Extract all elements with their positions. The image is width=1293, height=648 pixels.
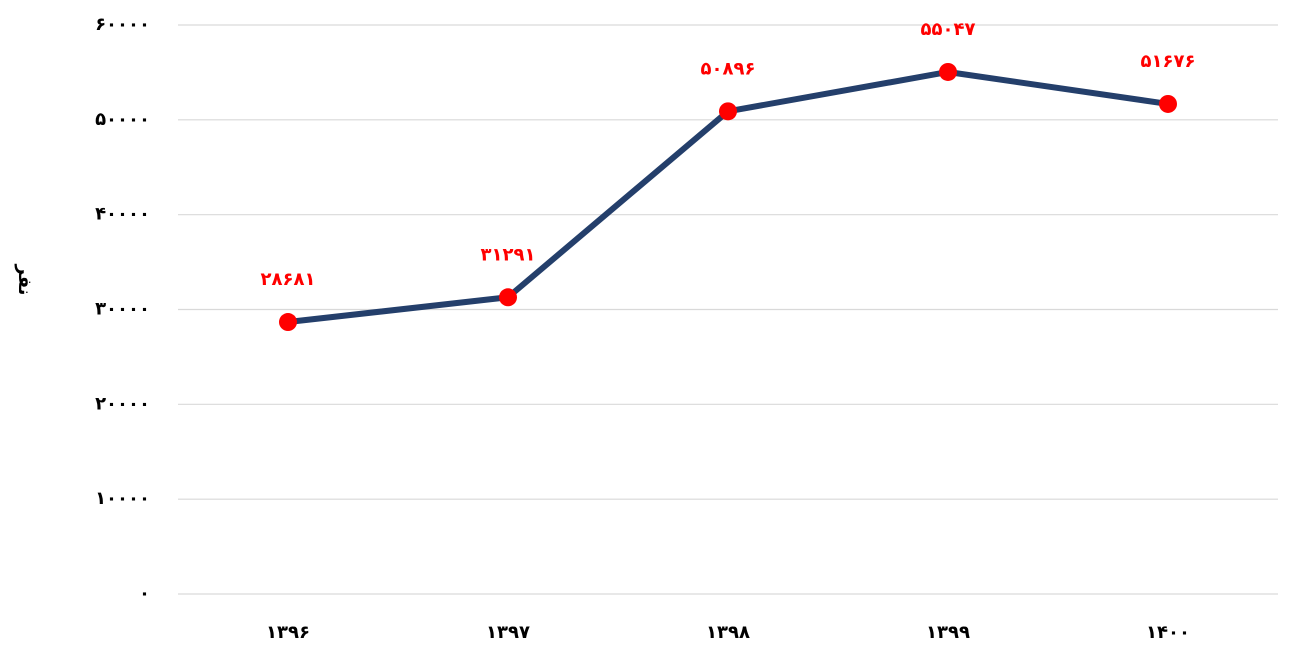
marker bbox=[719, 102, 737, 121]
data-label: ۲۸۶۸۱ bbox=[261, 269, 316, 290]
data-label: ۵۰۸۹۶ bbox=[701, 58, 756, 79]
y-axis-label: نفر bbox=[14, 264, 35, 296]
x-tick-label: ۱۳۹۸ bbox=[706, 622, 750, 643]
y-tick-label: ۲۰۰۰۰ bbox=[95, 393, 150, 414]
data-label: ۳۱۲۹۱ bbox=[481, 244, 536, 265]
marker bbox=[1159, 94, 1177, 113]
y-tick-label: ۱۰۰۰۰ bbox=[95, 488, 150, 509]
y-tick-label: ۳۰۰۰۰ bbox=[95, 299, 150, 320]
x-tick-label: ۱۳۹۷ bbox=[486, 622, 530, 643]
x-tick-label: ۱۳۹۹ bbox=[926, 622, 970, 643]
marker bbox=[279, 313, 297, 332]
y-tick-label: ۶۰۰۰۰ bbox=[95, 14, 150, 35]
y-tick-label: ۵۰۰۰۰ bbox=[95, 109, 150, 130]
x-tick-label: ۱۴۰۰ bbox=[1146, 622, 1190, 643]
data-label: ۵۵۰۴۷ bbox=[921, 19, 976, 40]
marker bbox=[499, 288, 517, 307]
x-tick-label: ۱۳۹۶ bbox=[266, 622, 310, 643]
y-tick-label: ۰ bbox=[139, 583, 150, 604]
y-tick-label: ۴۰۰۰۰ bbox=[95, 204, 150, 225]
marker bbox=[939, 62, 957, 81]
data-label: ۵۱۶۷۶ bbox=[1141, 51, 1196, 72]
